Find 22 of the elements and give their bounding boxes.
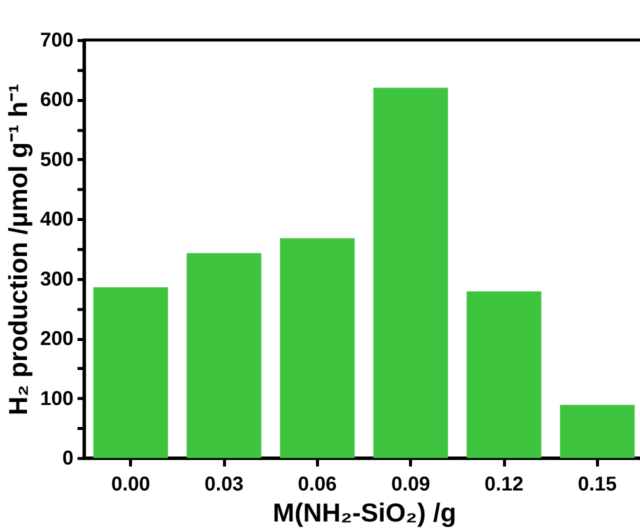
x-tick-label: 0.06 [298,474,337,496]
y-tick-label: 300 [40,268,74,290]
bar [186,253,262,458]
bar [466,291,542,458]
x-tick-label: 0.00 [111,474,150,496]
y-tick-label: 400 [40,208,74,231]
x-tick-label: 0.09 [391,474,430,496]
y-axis-title: H₂ production /μmol g⁻¹ h⁻¹ [3,84,34,416]
bar [93,287,168,458]
bar [560,404,635,458]
x-axis-title: M(NH₂-SiO₂) /g [272,498,456,528]
y-tick-label: 500 [40,148,74,171]
y-tick-label: 600 [40,89,74,112]
y-tick-label: 0 [62,448,74,470]
bar [373,88,448,458]
x-tick-label: 0.12 [484,474,524,496]
x-tick-label: 0.15 [578,474,617,496]
y-tick-label: 100 [40,388,74,410]
y-tick-label: 700 [40,30,74,52]
y-tick-label: 200 [40,328,74,350]
x-tick-label: 0.03 [204,474,244,496]
bar [280,238,355,458]
